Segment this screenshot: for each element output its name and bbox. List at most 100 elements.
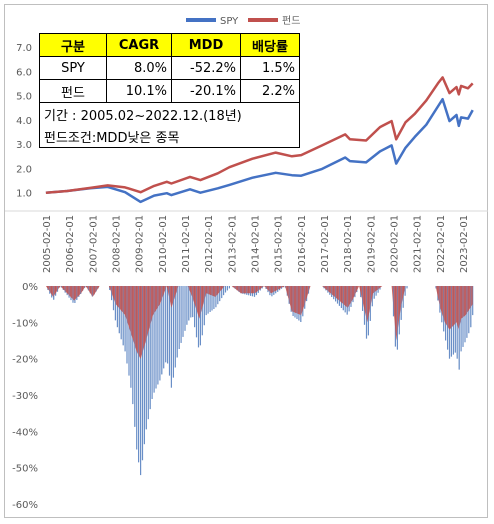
row-dividend: 1.5% <box>240 56 300 80</box>
top-y-tick-label: 5.0 <box>16 92 32 103</box>
spy-drawdown-bar <box>143 286 145 445</box>
spy-drawdown-bar <box>122 286 124 346</box>
spy-drawdown-bar <box>304 286 306 309</box>
spy-drawdown-bar <box>435 286 437 289</box>
header-dividend: 배당률 <box>240 33 300 57</box>
drawdown-series <box>45 286 474 476</box>
spy-drawdown-bar <box>130 286 132 388</box>
spy-drawdown-bar <box>72 286 74 303</box>
x-tick-label: 2010-02-01 <box>158 215 169 273</box>
spy-drawdown-bar <box>190 286 192 318</box>
spy-drawdown-bar <box>91 286 93 297</box>
bottom-y-axis: 0% -10% -20% -30% -40% -50% -60% <box>12 282 38 511</box>
x-tick-label: 2011-02-01 <box>181 215 192 273</box>
spy-drawdown-bar <box>155 286 157 389</box>
spy-drawdown-bar <box>184 286 186 331</box>
spy-drawdown-bar <box>281 286 282 289</box>
spy-drawdown-bar <box>215 286 217 308</box>
top-y-tick-label: 4.0 <box>16 116 32 127</box>
spy-drawdown-bar <box>224 286 227 293</box>
x-tick-label: 2009-02-01 <box>135 215 146 273</box>
spy-drawdown-bar <box>261 286 263 289</box>
spy-drawdown-bar <box>265 286 267 289</box>
bottom-y-tick-label: -10% <box>12 318 38 329</box>
note-condition: 펀드조건:MDD낮은 종목 <box>39 125 300 148</box>
spy-drawdown-bar <box>163 286 165 369</box>
spy-drawdown-bar <box>176 286 178 358</box>
row-cagr: 8.0% <box>106 56 172 80</box>
x-tick-label: 2017-02-01 <box>320 215 331 273</box>
spy-drawdown-bar <box>238 286 240 292</box>
spy-drawdown-bar <box>49 286 51 294</box>
spy-drawdown-bar <box>157 286 159 385</box>
spy-drawdown-bar <box>205 286 207 316</box>
top-y-tick-label: 2.0 <box>16 164 32 175</box>
spy-drawdown-bar <box>339 286 340 306</box>
spy-drawdown-bar <box>346 286 348 315</box>
spy-drawdown-bar <box>80 286 82 294</box>
spy-drawdown-bar <box>331 286 333 297</box>
stats-table: 구분 CAGR MDD 배당률 SPY 8.0% -52.2% 1.5% 펀드 … <box>39 33 300 148</box>
spy-drawdown-bar <box>462 286 464 347</box>
spy-drawdown-bar <box>57 286 58 292</box>
spy-drawdown-bar <box>285 286 286 288</box>
x-tick-label: 2013-02-01 <box>227 215 238 273</box>
spy-drawdown-bar <box>300 286 302 322</box>
spy-drawdown-bar <box>397 286 398 350</box>
spy-drawdown-bar <box>207 286 209 314</box>
spy-drawdown-bar <box>151 286 153 399</box>
spy-drawdown-bar <box>406 286 408 289</box>
spy-drawdown-bar <box>88 286 89 291</box>
spy-drawdown-bar <box>250 286 251 296</box>
row-cagr: 10.1% <box>106 79 172 103</box>
x-tick-label: 2007-02-01 <box>88 215 99 273</box>
spy-drawdown-bar <box>242 286 244 294</box>
spy-drawdown-bar <box>124 286 126 352</box>
spy-drawdown-bar <box>201 286 203 336</box>
row-mdd: -20.1% <box>171 79 241 103</box>
x-tick-label: 2019-02-01 <box>366 215 377 273</box>
spy-drawdown-bar <box>61 286 62 288</box>
spy-drawdown-bar <box>116 286 118 328</box>
spy-line <box>45 97 474 204</box>
spy-drawdown-bar <box>470 286 472 328</box>
spy-drawdown-bar <box>400 286 402 320</box>
spy-drawdown-bar <box>197 286 200 348</box>
spy-drawdown-bar <box>126 286 128 364</box>
x-tick-label: 2014-02-01 <box>250 215 261 273</box>
legend-label-fund: 펀드 <box>282 15 300 27</box>
spy-drawdown-bar <box>296 286 298 319</box>
header-cagr: CAGR <box>106 33 172 57</box>
spy-drawdown-bar <box>257 286 259 293</box>
spy-drawdown-bar <box>118 286 120 334</box>
x-tick-label: 2022-02-01 <box>436 215 447 273</box>
spy-drawdown-bar <box>203 286 205 326</box>
spy-drawdown-bar <box>335 286 336 302</box>
spy-drawdown-bar <box>200 286 201 346</box>
spy-drawdown-bar <box>323 286 325 289</box>
spy-drawdown-bar <box>128 286 130 376</box>
spy-drawdown-bar <box>161 286 163 375</box>
spy-drawdown-bar <box>132 286 134 405</box>
spy-drawdown-bar <box>186 286 188 325</box>
spy-drawdown-bar <box>466 286 468 338</box>
bottom-y-tick-label: -40% <box>12 427 38 438</box>
spy-drawdown-bar <box>327 286 329 293</box>
spy-drawdown-bar <box>194 286 196 328</box>
top-y-axis: 7.0 6.0 5.0 4.0 3.0 2.0 1.0 <box>16 43 32 200</box>
x-tick-label: 2021-02-01 <box>413 215 424 273</box>
spy-drawdown-bar <box>76 286 78 300</box>
x-tick-label: 2016-02-01 <box>297 215 308 273</box>
spy-drawdown-bar <box>95 286 97 292</box>
row-name: SPY <box>39 56 107 80</box>
spy-drawdown-bar <box>120 286 122 340</box>
spy-drawdown-bar <box>288 286 290 304</box>
spy-drawdown-bar <box>269 286 271 296</box>
stats-row-fund: 펀드 10.1% -20.1% 2.2% <box>39 79 300 103</box>
spy-drawdown-bar <box>454 286 456 353</box>
spy-drawdown-bar <box>458 286 460 370</box>
header-mdd: MDD <box>171 33 241 57</box>
spy-drawdown-bar <box>350 286 352 307</box>
stats-header-row: 구분 CAGR MDD 배당률 <box>39 33 300 57</box>
